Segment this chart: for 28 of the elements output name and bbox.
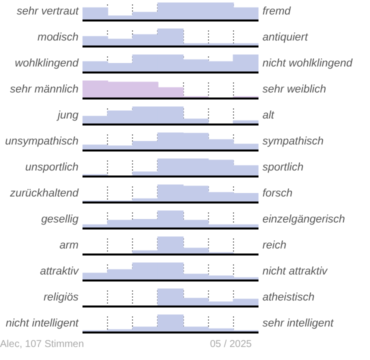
- y2-axis-title: sehr weiblich: [262, 84, 326, 96]
- y-axis-title: modisch: [38, 32, 79, 44]
- y2-axis-title: atheistisch: [262, 292, 314, 304]
- y2-axis-title: nicht attraktiv: [262, 266, 329, 278]
- y-axis-title: attraktiv: [40, 266, 80, 278]
- y2-axis-title: alt: [262, 110, 276, 122]
- y2-axis-title: forsch: [262, 188, 292, 200]
- y2-axis-title: einzelgängerisch: [262, 214, 346, 226]
- y-axis-title: wohlklingend: [14, 58, 80, 70]
- y-axis-title: jung: [56, 110, 80, 122]
- y2-axis-title: sportlich: [262, 162, 304, 174]
- y2-axis-title: reich: [262, 240, 286, 252]
- text: 05 / 2025: [210, 338, 252, 352]
- y2-axis-title: nicht wohlklingend: [262, 58, 354, 70]
- y-axis-title: sehr männlich: [10, 84, 79, 96]
- y-axis-title: unsportlich: [25, 162, 79, 174]
- y-axis-title: sehr vertraut: [16, 6, 80, 18]
- y-axis-title: arm: [60, 240, 79, 252]
- y2-axis-title: fremd: [262, 6, 292, 18]
- y2-axis-title: sehr intelligent: [262, 318, 334, 330]
- y-axis-title: religiös: [44, 292, 79, 304]
- y-axis-title: unsympathisch: [5, 136, 79, 148]
- y-axis-title: zurückhaltend: [9, 188, 80, 200]
- y2-axis-title: antiquiert: [262, 32, 309, 44]
- y-axis-title: gesellig: [41, 214, 80, 226]
- y-axis-title: nicht intelligent: [6, 318, 80, 330]
- text: Alec, 107 Stimmen: [0, 338, 84, 352]
- y2-axis-title: sympathisch: [262, 136, 324, 148]
